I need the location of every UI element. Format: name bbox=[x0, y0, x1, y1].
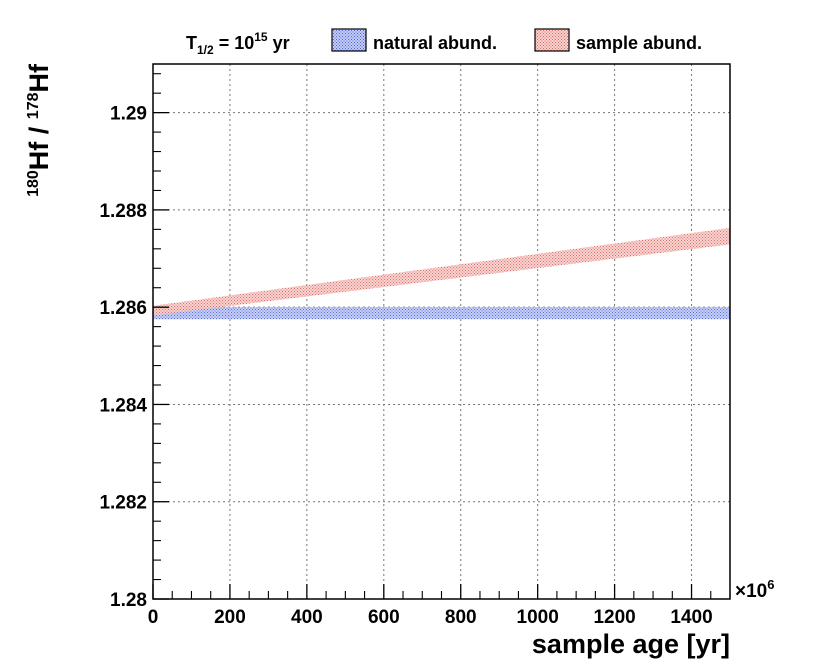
x-multiplier: ×106 bbox=[735, 577, 774, 602]
legend-label-natural: natural abund. bbox=[373, 33, 497, 53]
plot-frame bbox=[152, 63, 731, 600]
y-axis-title: 180Hf / 178Hf bbox=[24, 63, 54, 197]
x-tick-label-4: 800 bbox=[445, 607, 477, 628]
x-tick-label-3: 600 bbox=[368, 607, 400, 628]
x-tick-label-5: 1000 bbox=[517, 607, 559, 628]
grid bbox=[153, 64, 730, 599]
legend-halflife: T1/2 = 1015 yr bbox=[186, 30, 290, 57]
y-tick-label-0: 1.28 bbox=[110, 590, 147, 611]
band-natural-abund bbox=[153, 307, 730, 320]
y-tick-label-2: 1.284 bbox=[99, 395, 147, 416]
x-tick-label-0: 0 bbox=[148, 607, 159, 628]
y-tick-label-3: 1.286 bbox=[99, 298, 147, 319]
x-axis-title: sample age [yr] bbox=[532, 629, 730, 659]
axis-ticks bbox=[152, 73, 731, 600]
x-tick-label-6: 1200 bbox=[593, 607, 635, 628]
x-tick-label-7: 1400 bbox=[670, 607, 712, 628]
y-tick-label-5: 1.29 bbox=[110, 104, 147, 125]
legend: T1/2 = 1015 yr natural abund. sample abu… bbox=[186, 28, 702, 57]
band-sample-abund bbox=[153, 227, 730, 316]
legend-label-sample: sample abund. bbox=[576, 33, 702, 53]
legend-swatch-natural bbox=[331, 28, 367, 52]
x-tick-label-2: 400 bbox=[291, 607, 323, 628]
x-tick-label-1: 200 bbox=[214, 607, 246, 628]
y-tick-label-1: 1.282 bbox=[99, 493, 147, 514]
data-bands bbox=[153, 227, 730, 320]
y-tick-label-4: 1.288 bbox=[99, 201, 147, 222]
legend-swatch-sample bbox=[534, 28, 570, 52]
tick-labels: 0 200 400 600 800 1000 1200 1400 1.28 1.282 1.284 1… bbox=[99, 104, 712, 628]
